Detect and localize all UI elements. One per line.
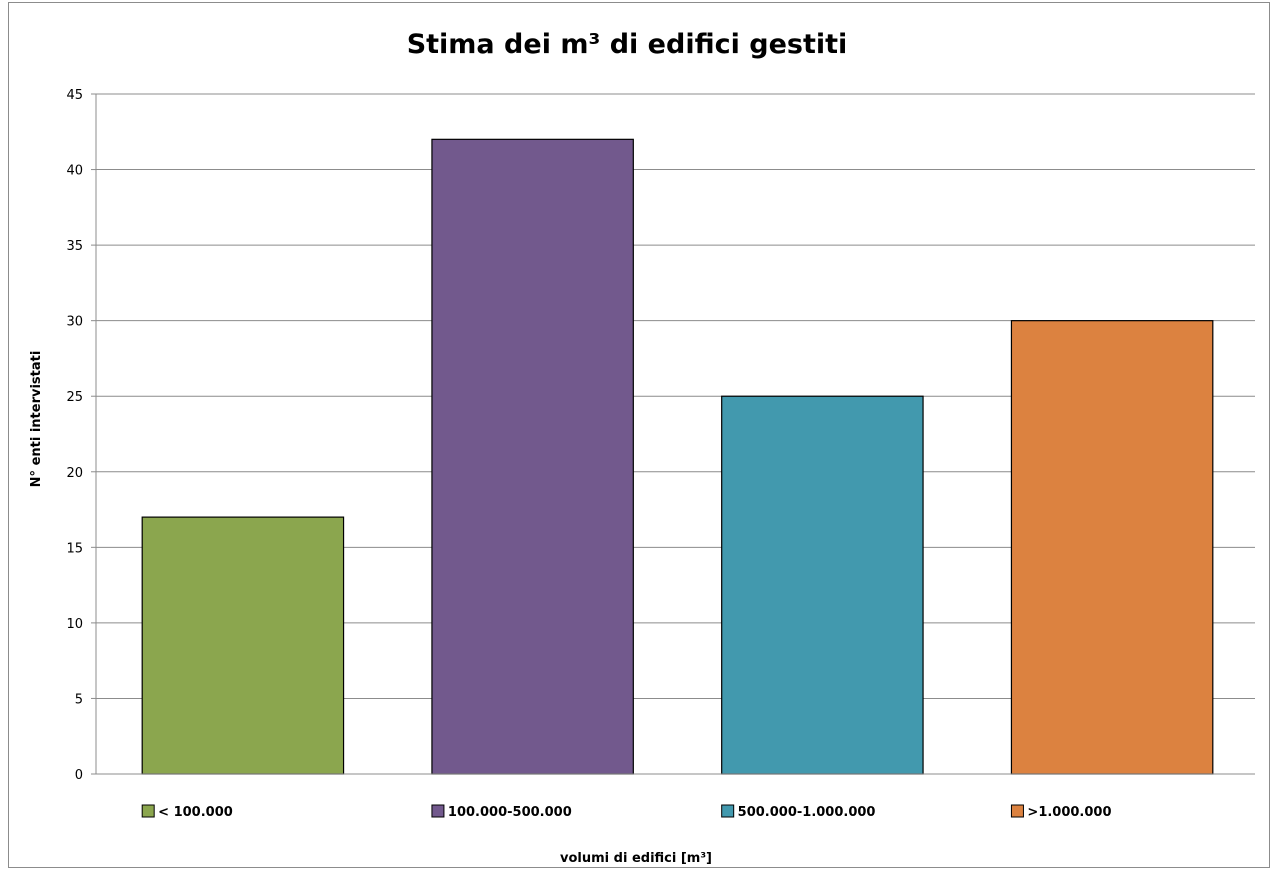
y-tick-label: 45 (66, 88, 83, 103)
bar (1011, 321, 1212, 774)
legend: < 100.000 100.000-500.000 500.000-1.000.00… (142, 805, 1111, 820)
bars (142, 139, 1213, 774)
chart-title: Stima dei m³ di edifici gestiti (407, 29, 848, 60)
y-tick-label: 40 (66, 164, 83, 179)
chart-area: Stima dei m³ di edifici gestiti 0 5 10 15 20… (8, 2, 1270, 868)
legend-swatch (1011, 805, 1023, 817)
legend-label: 100.000-500.000 (448, 805, 572, 820)
bar (432, 139, 633, 774)
y-tick-label: 15 (66, 541, 83, 556)
legend-label: < 100.000 (158, 805, 233, 820)
y-tick-label: 20 (66, 466, 83, 481)
y-tick-label: 30 (66, 315, 83, 330)
bar (722, 396, 923, 774)
legend-swatch (432, 805, 444, 817)
bar-chart: Stima dei m³ di edifici gestiti 0 5 10 15 20… (9, 3, 1271, 869)
legend-swatch (722, 805, 734, 817)
y-tick-label: 25 (66, 390, 83, 405)
x-axis-title: volumi di edifici [m³] (560, 851, 712, 866)
y-tick-label: 10 (66, 617, 83, 632)
y-tick-label: 5 (75, 692, 83, 707)
y-axis-ticks: 0 5 10 15 20 25 30 35 40 45 (66, 88, 96, 783)
y-tick-label: 35 (66, 239, 83, 254)
legend-label: >1.000.000 (1027, 805, 1111, 820)
y-tick-label: 0 (75, 768, 83, 783)
bar (142, 517, 343, 774)
legend-swatch (142, 805, 154, 817)
legend-label: 500.000-1.000.000 (738, 805, 876, 820)
y-axis-title: N° enti intervistati (29, 351, 44, 488)
